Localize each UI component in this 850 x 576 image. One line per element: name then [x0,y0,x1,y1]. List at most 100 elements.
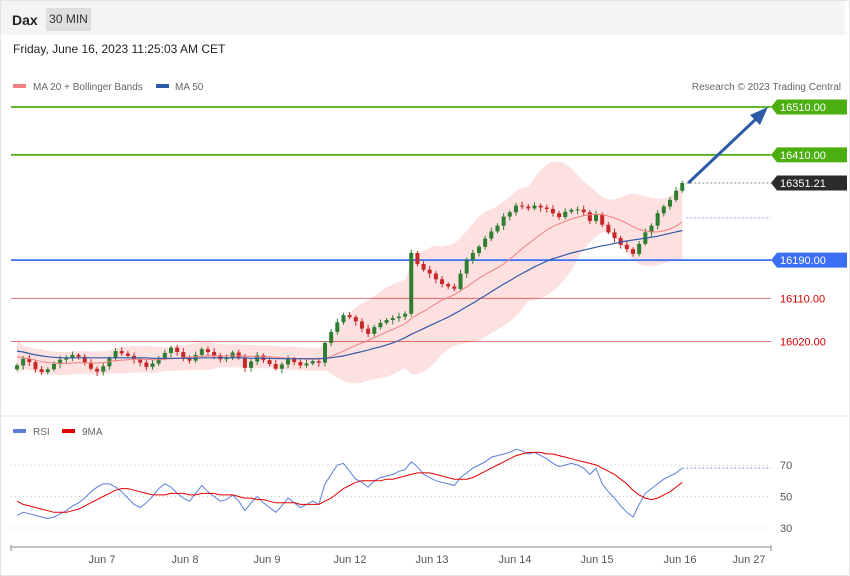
candle-body [329,331,334,343]
rsi-tick-label: 50 [780,492,792,504]
candle-body [341,315,346,323]
x-tick-label: Jun 15 [580,554,613,566]
candle-body [304,363,309,366]
top-bar: Dax 30 MIN [1,1,845,35]
candle-body [655,213,660,226]
target-arrow [687,107,768,185]
bb-legend-swatch [13,84,26,88]
candle-body [64,357,69,360]
candle-body [138,359,143,363]
candle-body [39,369,44,373]
level-label: 16510.00 [780,102,826,114]
candle-body [594,214,599,221]
moving-averages [16,213,683,364]
candle-body [637,243,642,254]
timeframe-button[interactable]: 30 MIN [46,8,91,31]
candle-body [409,252,414,314]
candle-body [557,213,562,218]
candle-body [550,208,555,214]
rsi-legend-label: RSI [33,427,50,438]
level-label: 16351.21 [780,178,826,190]
candle-body [489,231,494,239]
candle-body [242,357,247,368]
candle-body [279,364,284,369]
candle-body [569,209,574,212]
candle-body [144,362,149,367]
arrow-head [750,107,768,125]
x-tick-label: Jun 27 [732,554,765,566]
candle-body [544,207,549,209]
price-tags: 16510.00 16410.00 16351.21 16190.00 16110.00… [771,99,847,349]
candle-body [372,327,377,334]
x-tick-label: Jun 16 [663,554,696,566]
candle-body [169,347,173,353]
candle-body [464,260,469,274]
candle-body [33,362,38,370]
candle-body [267,360,272,364]
candle-body [520,205,525,207]
candle-body [82,356,87,364]
level-tag-bg [771,99,847,115]
bollinger-band [17,161,683,384]
candle-body [513,205,518,213]
candle-body [27,358,32,363]
candle-body [526,206,531,209]
candle-body [538,205,543,208]
candle-body [162,352,167,359]
candle-body [366,328,371,334]
candle-body [452,286,457,289]
candle-body [347,315,352,318]
candle-body [273,363,278,369]
level-tag-bg [771,147,847,163]
ma50-legend-swatch [156,84,169,88]
candle-body [125,353,130,356]
candle-body [667,199,672,207]
candle-body [470,252,475,261]
ma20-line [16,213,683,364]
candle-body [359,321,364,329]
rsi-ma-legend-swatch [62,429,75,433]
candle-body [335,322,340,332]
candle-body [199,349,204,355]
candle-body [427,269,432,274]
candle-body [119,351,124,354]
candle-body [378,322,383,328]
candle-body [316,361,321,363]
ma50-line [16,229,683,360]
candle-body [624,244,629,250]
x-tick-label: Jun 14 [498,554,531,566]
candle-body [101,366,106,372]
candle-body [631,249,635,254]
rsi-tick-label: 70 [780,460,792,472]
candle-body [150,363,155,367]
candle-body [477,246,481,253]
candle-body [230,352,235,358]
candle-body [649,225,654,233]
candle-body [205,349,210,353]
rsi-panel: 30 50 70 [11,448,792,535]
candles [15,180,685,376]
candle-body [680,182,685,191]
level-label: 16410.00 [780,150,826,162]
rsi-ma-line [16,451,683,513]
rsi-line [16,448,683,520]
x-tick-label: Jun 8 [172,554,199,566]
candle-body [532,205,537,209]
candle-body [600,214,605,225]
candle-body [107,358,112,367]
candle-body [298,362,303,366]
rsi-ma-legend-label: 9MA [82,427,103,438]
candle-body [661,206,666,214]
time-axis: Jun 7 Jun 8 Jun 9 Jun 12 Jun 13 Jun 14 Jun 15 J… [10,545,772,566]
chart-date: Friday, June 16, 2023 11:25:03 AM CET [13,42,226,56]
symbol-label: Dax [12,12,38,28]
rsi-tick-label: 30 [780,523,792,535]
candle-body [187,357,192,361]
candle-body [353,317,358,322]
candle-body [501,216,506,226]
candle-body [15,365,19,370]
candle-body [421,263,426,270]
copyright-label: Research © 2023 Trading Central [692,82,841,93]
candle-body [175,347,180,353]
price-levels [11,106,771,342]
